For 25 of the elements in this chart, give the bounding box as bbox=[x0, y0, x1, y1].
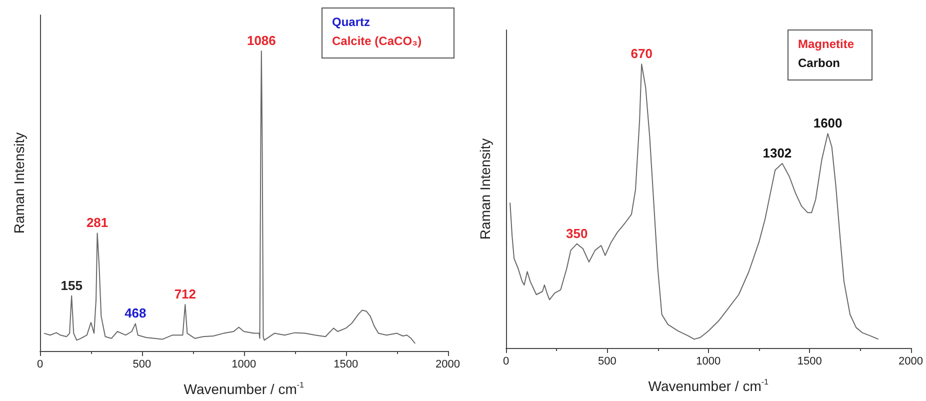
annotation: 1600 bbox=[813, 116, 842, 131]
x-tick-label: 1000 bbox=[696, 356, 721, 368]
annotation: 468 bbox=[124, 306, 146, 321]
x-tick-label: 1000 bbox=[232, 358, 256, 370]
annotation: 281 bbox=[86, 215, 108, 230]
annotation: 155 bbox=[60, 278, 82, 293]
x-tick-label: 2000 bbox=[898, 356, 924, 368]
y-axis-title: Raman Intensity bbox=[477, 138, 493, 240]
annotation: Carbon bbox=[798, 56, 840, 70]
annotation: 350 bbox=[566, 226, 588, 241]
annotation: 1302 bbox=[762, 145, 792, 160]
text: Magnetite bbox=[798, 37, 854, 51]
annotation: 712 bbox=[174, 286, 196, 302]
annotation: 670 bbox=[630, 46, 652, 62]
text: Quartz bbox=[332, 15, 370, 29]
x-tick-label: 1500 bbox=[797, 356, 822, 368]
annotation: 1086 bbox=[246, 33, 276, 48]
text: Calcite (CaCO₃) bbox=[332, 34, 422, 48]
x-tick-label: 0 bbox=[502, 356, 510, 368]
x-tick-label: 500 bbox=[132, 358, 152, 370]
x-tick-label: 1500 bbox=[334, 358, 358, 370]
x-tick-label: 2000 bbox=[436, 358, 460, 370]
x-tick-label: 0 bbox=[36, 358, 44, 370]
x-tick-label: 500 bbox=[598, 356, 616, 368]
y-axis-title: Raman Intensity bbox=[11, 132, 27, 234]
